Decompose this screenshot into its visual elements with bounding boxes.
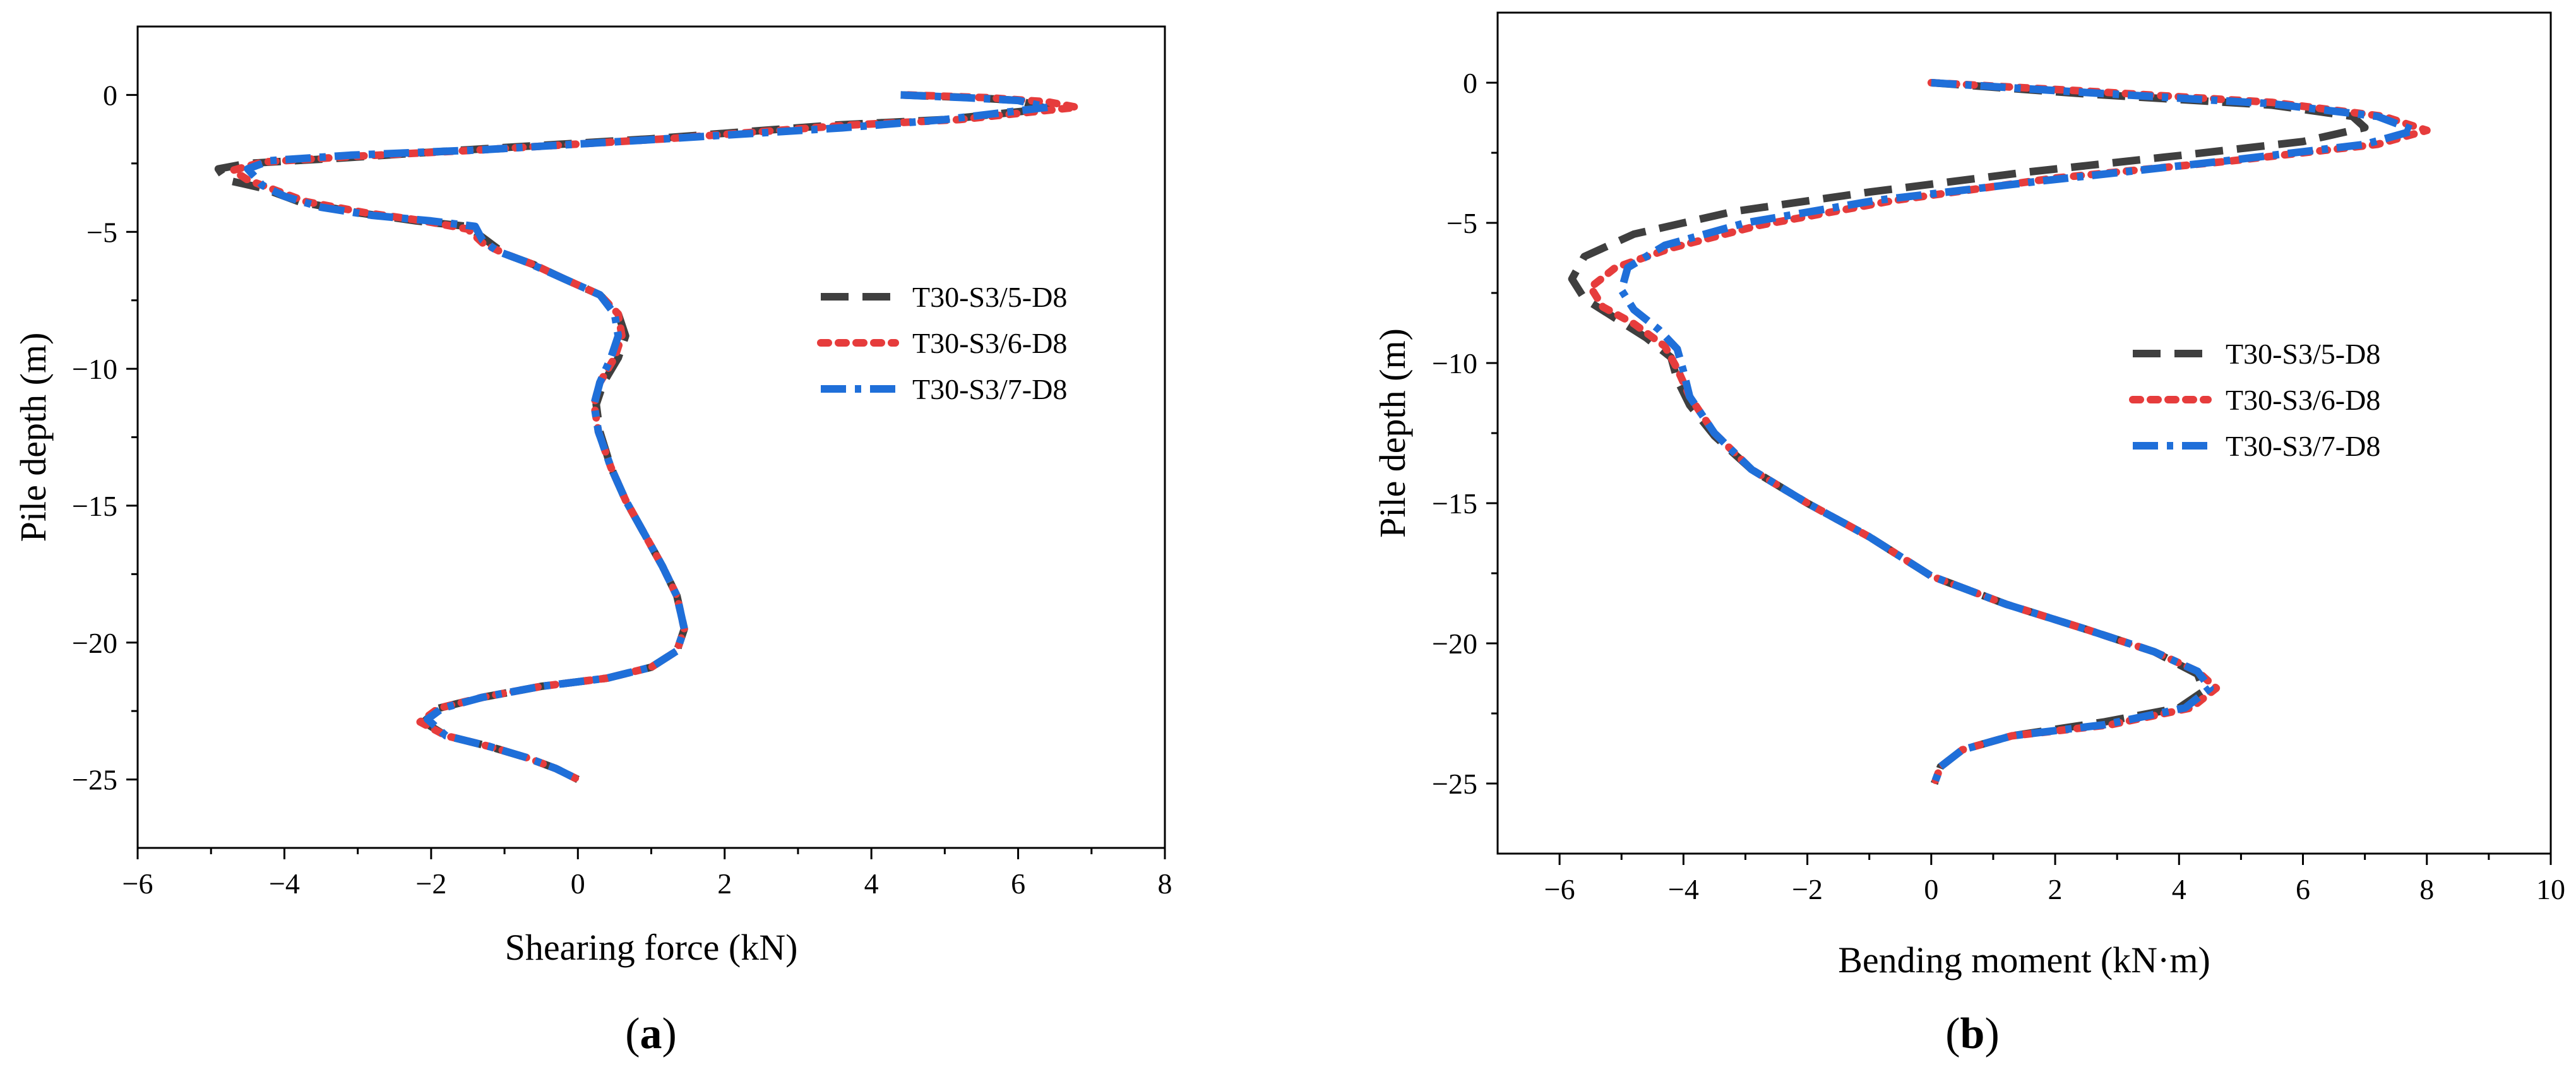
x-tick-label: −2 xyxy=(415,867,446,900)
series-line-1 xyxy=(214,91,1052,783)
y-tick-label: −10 xyxy=(72,353,117,385)
x-tick-label: 2 xyxy=(2048,873,2063,905)
y-axis-title: Pile depth (m) xyxy=(13,333,54,542)
legend-label-1: T30-S3/5-D8 xyxy=(912,281,1067,313)
y-tick-label: −10 xyxy=(1432,347,1477,379)
x-tick-label: 4 xyxy=(2172,873,2186,905)
x-tick-label: −2 xyxy=(1792,873,1823,905)
series-line-3 xyxy=(244,91,1052,783)
legend-label-2: T30-S3/6-D8 xyxy=(2226,384,2380,416)
y-tick-label: −5 xyxy=(1446,207,1477,239)
x-axis-title: Bending moment (kN·m) xyxy=(1838,939,2210,981)
y-tick-label: −25 xyxy=(1432,768,1477,800)
series-line-2 xyxy=(229,91,1081,784)
x-tick-label: −4 xyxy=(1668,873,1699,905)
x-tick-label: 8 xyxy=(1158,867,1172,900)
y-tick-label: −20 xyxy=(72,627,117,659)
y-tick-label: −20 xyxy=(1432,628,1477,660)
y-tick-label: −5 xyxy=(86,216,117,248)
x-tick-label: −6 xyxy=(122,867,153,900)
plot-frame xyxy=(136,25,1166,849)
x-tick-label: 0 xyxy=(1924,873,1938,905)
legend-label-3: T30-S3/7-D8 xyxy=(912,373,1067,405)
x-tick-label: −6 xyxy=(1544,873,1575,905)
y-tick-label: −15 xyxy=(1432,487,1477,520)
x-tick-label: −4 xyxy=(269,867,300,900)
y-tick-label: −15 xyxy=(72,490,117,522)
x-tick-label: 8 xyxy=(2419,873,2434,905)
x-tick-label: 2 xyxy=(717,867,732,900)
x-tick-label: 6 xyxy=(2296,873,2310,905)
x-tick-label: 10 xyxy=(2536,873,2565,905)
y-tick-label: −25 xyxy=(72,764,117,796)
x-tick-label: 0 xyxy=(571,867,585,900)
y-tick-label: 0 xyxy=(1463,67,1477,99)
legend-label-2: T30-S3/6-D8 xyxy=(912,327,1067,359)
panel-label: (b) xyxy=(1945,1010,2000,1058)
legend-label-3: T30-S3/7-D8 xyxy=(2226,430,2380,462)
y-tick-label: 0 xyxy=(103,79,117,111)
series-line-3 xyxy=(1618,79,2419,785)
x-tick-label: 4 xyxy=(864,867,879,900)
panel-label: (a) xyxy=(625,1010,677,1058)
legend-label-1: T30-S3/5-D8 xyxy=(2226,338,2380,370)
x-axis-title: Shearing force (kN) xyxy=(505,927,798,968)
x-tick-label: 6 xyxy=(1011,867,1025,900)
y-axis-title: Pile depth (m) xyxy=(1372,328,1413,538)
